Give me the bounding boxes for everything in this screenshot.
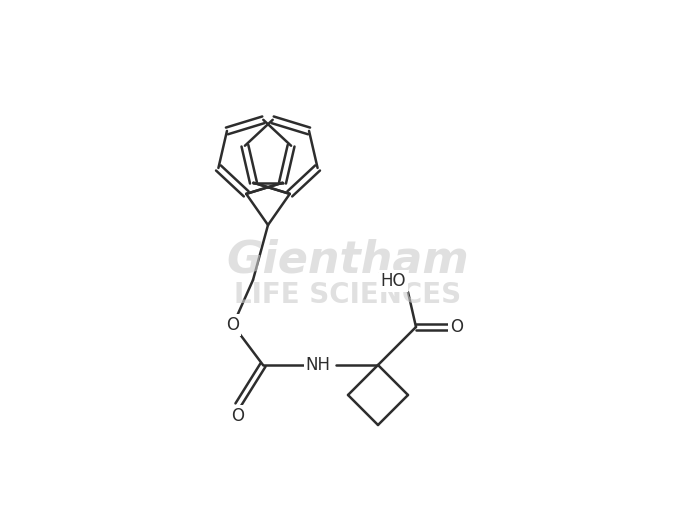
Text: O: O [232,407,244,425]
Text: O: O [226,316,239,334]
Text: HO: HO [381,272,406,290]
Text: O: O [450,318,463,336]
Text: Gientham: Gientham [227,239,469,281]
Text: LIFE SCIENCES: LIFE SCIENCES [235,281,461,309]
Text: NH: NH [306,356,331,374]
